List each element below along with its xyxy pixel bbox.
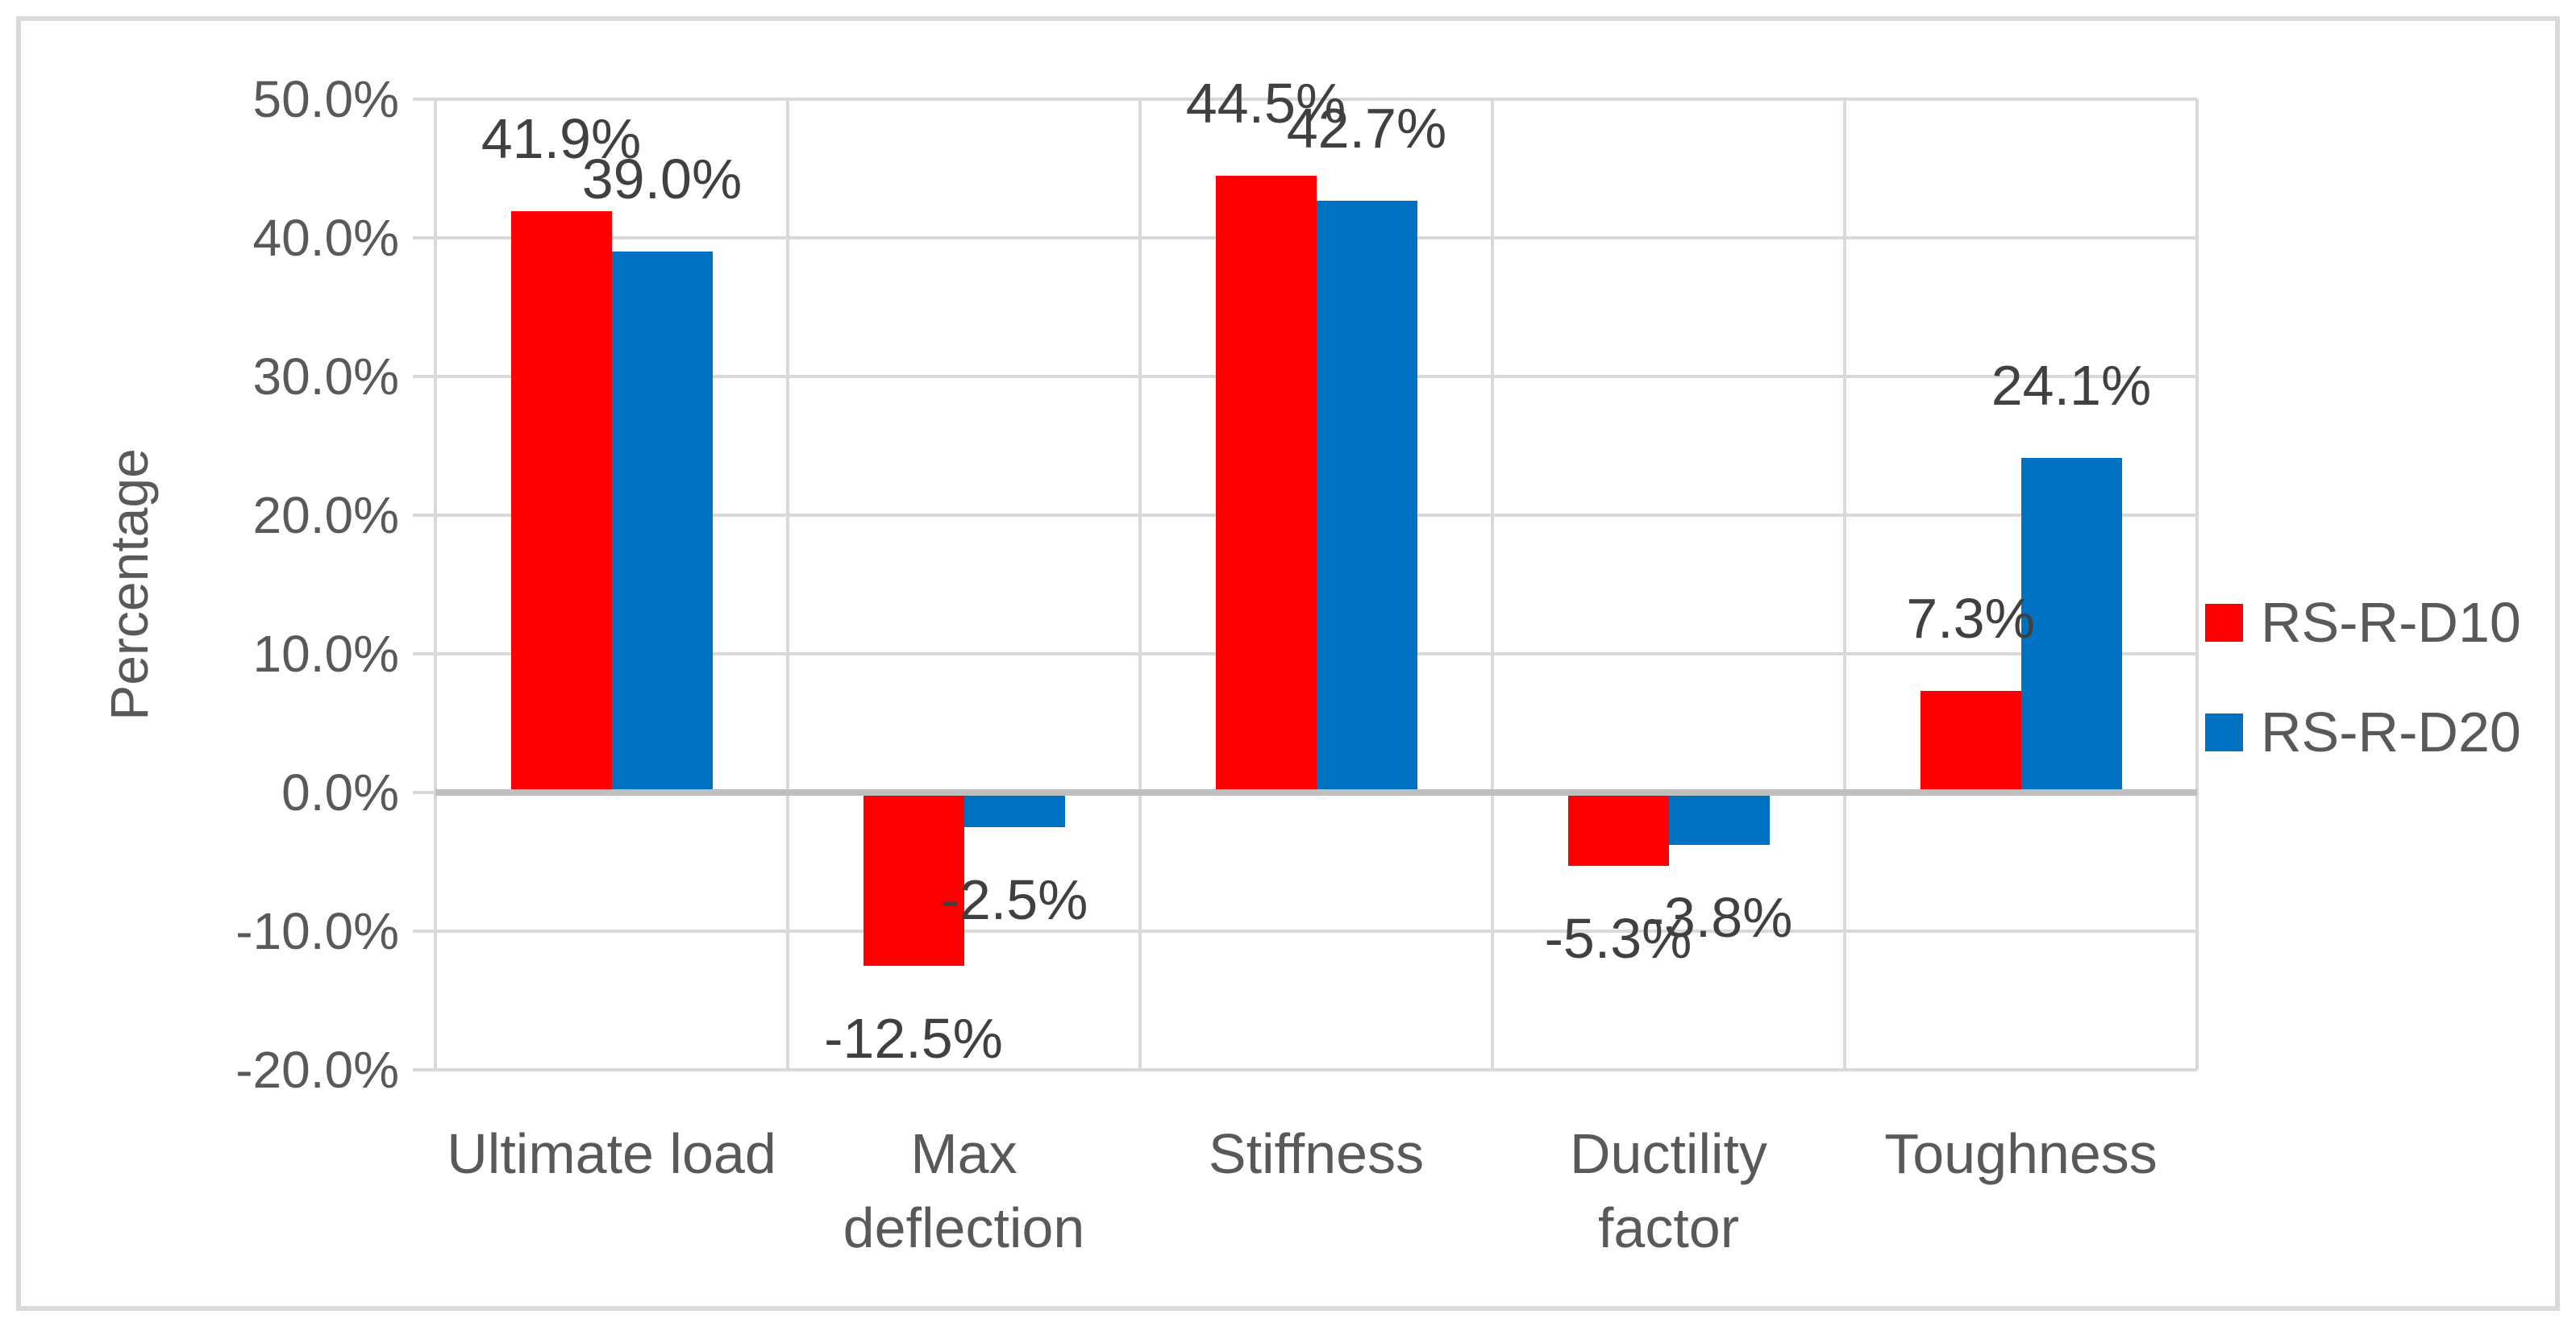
legend-swatch-rs-r-d20 [2205, 713, 2243, 751]
y-tick-label: 20.0% [252, 486, 399, 544]
y-tick-label: 0.0% [281, 763, 399, 822]
y-axis-tick-mark [413, 1068, 435, 1071]
legend-swatch-rs-r-d10 [2205, 603, 2243, 642]
category-label-ductility-factor: Ductility factor [1569, 1122, 1768, 1259]
data-label: -2.5% [940, 868, 1088, 931]
y-axis-tick-mark [413, 375, 435, 378]
bar-rs-r-d10-toughness [1920, 691, 2021, 792]
data-label: -5.3% [1544, 907, 1692, 971]
data-label: -3.8% [1645, 886, 1793, 950]
data-label: -12.5% [824, 1007, 1003, 1070]
category-label-max-deflection: Max deflection [843, 1122, 1085, 1259]
y-axis-tick-mark [413, 930, 435, 933]
bar-rs-r-d20-ductility-factor [1668, 792, 1770, 846]
legend-entry-rs-r-d10: RS-R-D10 [2205, 591, 2521, 654]
v-gridline [1138, 99, 1142, 1070]
y-tick-label: 40.0% [252, 209, 399, 267]
y-axis-tick-mark [413, 652, 435, 655]
v-gridline [786, 99, 789, 1070]
zero-gridline [435, 789, 2197, 796]
bar-rs-r-d10-max-deflection [863, 792, 964, 966]
chart-outer-border [16, 16, 2560, 1311]
bar-rs-r-d20-stiffness [1316, 200, 1417, 792]
legend-label: RS-R-D10 [2261, 591, 2521, 654]
category-label-ultimate-load: Ultimate load [447, 1122, 776, 1185]
data-label: 39.0% [581, 148, 743, 211]
data-label: 42.7% [1286, 96, 1447, 160]
h-gridline [435, 930, 2197, 933]
h-gridline [435, 1068, 2197, 1071]
legend-entry-rs-r-d20: RS-R-D20 [2205, 701, 2521, 763]
data-label: 41.9% [481, 107, 642, 171]
legend-label: RS-R-D20 [2261, 701, 2521, 763]
y-axis-tick-mark [413, 791, 435, 794]
y-axis-line [434, 99, 437, 1070]
y-tick-label: 50.0% [252, 70, 399, 128]
plot-area [413, 98, 2199, 1071]
y-axis-title: Percentage [99, 448, 159, 721]
y-tick-label: 10.0% [252, 625, 399, 683]
bar-rs-r-d20-toughness [2020, 458, 2122, 792]
data-label: 44.5% [1185, 71, 1346, 135]
bar-rs-r-d10-ultimate-load [510, 211, 612, 792]
y-tick-label: -10.0% [235, 902, 399, 960]
y-axis-tick-mark [413, 514, 435, 517]
data-label: 24.1% [1991, 354, 2152, 418]
y-tick-label: 30.0% [252, 347, 399, 406]
v-gridline [2195, 99, 2199, 1070]
category-label-toughness: Toughness [1884, 1122, 2158, 1185]
bar-rs-r-d20-max-deflection [963, 792, 1065, 827]
bar-rs-r-d10-ductility-factor [1567, 792, 1669, 867]
data-label: 7.3% [1906, 587, 2035, 651]
y-tick-label: -20.0% [235, 1041, 399, 1099]
y-axis-tick-mark [413, 98, 435, 101]
category-label-stiffness: Stiffness [1208, 1122, 1425, 1185]
y-axis-tick-mark [413, 236, 435, 239]
bar-rs-r-d10-stiffness [1215, 175, 1317, 792]
h-gridline [435, 98, 2197, 101]
bar-rs-r-d20-ultimate-load [611, 252, 713, 792]
v-gridline [1843, 99, 1846, 1070]
v-gridline [1491, 99, 1494, 1070]
